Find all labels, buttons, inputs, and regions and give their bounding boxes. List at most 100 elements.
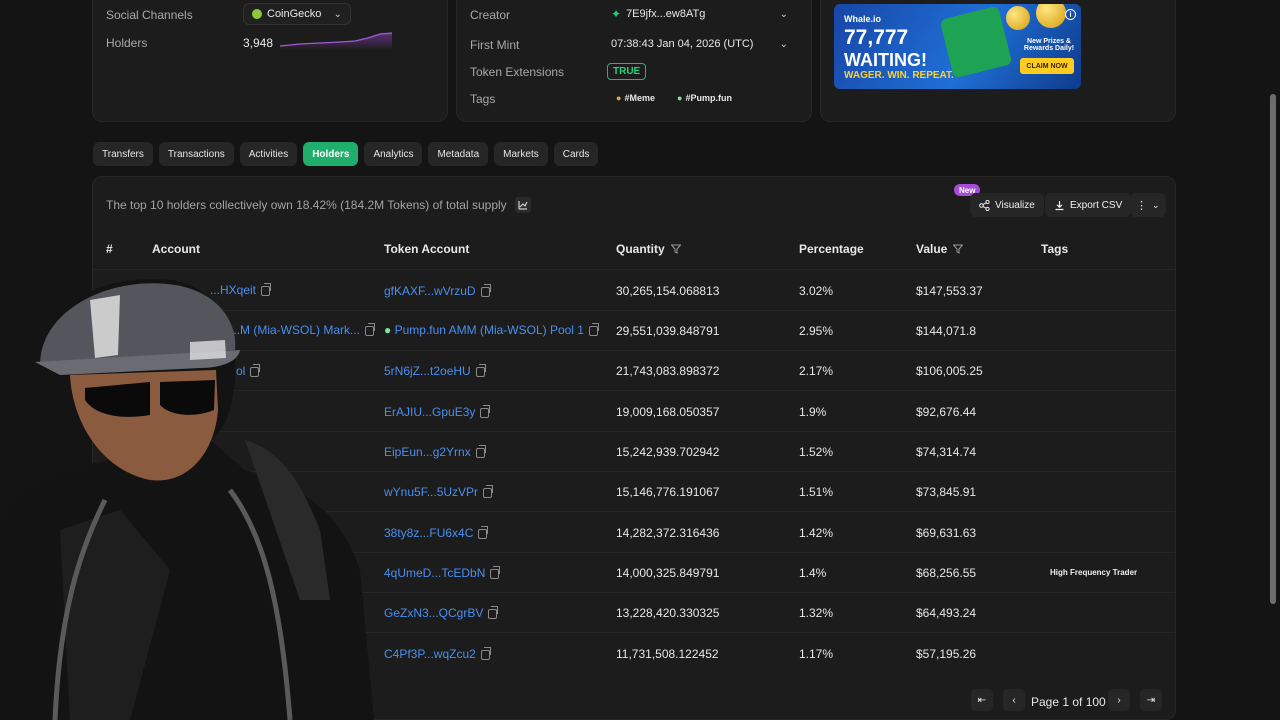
copy-icon[interactable] — [475, 444, 486, 458]
percentage-cell: 2.95% — [799, 324, 834, 338]
info-icon[interactable]: i — [1065, 9, 1076, 20]
next-page-button[interactable]: › — [1108, 689, 1130, 711]
token-account-text: 5rN6jZ...t2oeHU — [384, 364, 471, 378]
visualize-button[interactable]: Visualize — [970, 193, 1044, 217]
token-account-text: ErAJIU...GpuE3y — [384, 405, 476, 419]
tab-holders[interactable]: Holders — [303, 142, 359, 166]
tag-meme[interactable]: ● #Meme — [616, 93, 655, 103]
value-cell: $68,256.55 — [916, 566, 977, 580]
coin-graphic — [1006, 6, 1030, 30]
copy-icon[interactable] — [480, 283, 491, 297]
percentage-cell: 1.32% — [799, 606, 834, 620]
copy-icon[interactable] — [478, 525, 489, 539]
token-account-text: wYnu5F...5UzVPr — [384, 485, 479, 499]
visualize-label: Visualize — [995, 199, 1035, 211]
row-divider — [93, 471, 1176, 472]
holders-label: Holders — [106, 36, 148, 50]
account-link[interactable]: ...M (Mia-WSOL) Mark... — [230, 322, 375, 337]
holders-count: 3,948 — [243, 36, 274, 50]
percentage-cell: 1.17% — [799, 647, 834, 661]
tab-cards[interactable]: Cards — [553, 142, 599, 166]
tags-label: Tags — [470, 92, 496, 106]
col-quantity[interactable]: Quantity — [616, 242, 681, 256]
scrollbar-thumb[interactable] — [1270, 94, 1276, 604]
value-cell: $73,845.91 — [916, 485, 977, 499]
token-account-link[interactable]: 5rN6jZ...t2oeHU — [384, 363, 486, 378]
quantity-cell: 21,743,083.898372 — [616, 364, 720, 378]
tag-pumpfun[interactable]: ● #Pump.fun — [677, 93, 732, 103]
coingecko-icon — [252, 9, 262, 19]
tab-transactions[interactable]: Transactions — [158, 142, 234, 166]
prev-page-button[interactable]: ‹ — [1003, 689, 1025, 711]
copy-icon[interactable] — [250, 363, 261, 377]
high-frequency-trader-tag[interactable]: High Frequency Trader — [1050, 568, 1138, 577]
tab-activities[interactable]: Activities — [239, 142, 298, 166]
last-page-button[interactable]: ⇥ — [1140, 689, 1162, 711]
filter-icon[interactable] — [670, 244, 681, 254]
chevron-down-icon: ⌄ — [1152, 199, 1160, 210]
social-channels-select[interactable]: CoinGecko ⌄ — [243, 3, 351, 25]
token-extensions-label: Token Extensions — [470, 65, 565, 79]
copy-icon[interactable] — [588, 322, 599, 336]
col-value[interactable]: Value — [916, 242, 964, 256]
ad-banner[interactable]: Whale.io 77,777 WAITING! WAGER. WIN. REP… — [834, 4, 1081, 89]
tab-bar: Transfers Transactions Activities Holder… — [93, 142, 599, 166]
export-csv-button[interactable]: Export CSV — [1045, 193, 1132, 217]
token-account-link[interactable]: ErAJIU...GpuE3y — [384, 404, 491, 419]
creator-select[interactable]: ✦ 7E9jfx...ew8ATg ⌄ — [607, 3, 792, 25]
tab-markets[interactable]: Markets — [494, 142, 548, 166]
value-cell: $147,553.37 — [916, 284, 983, 298]
tab-metadata[interactable]: Metadata — [428, 142, 489, 166]
account-link-text: ...M (Mia-WSOL) Mark... — [230, 323, 360, 337]
ad-claim-button[interactable]: CLAIM NOW — [1020, 58, 1074, 74]
first-mint-select[interactable]: 07:38:43 Jan 04, 2026 (UTC) ⌄ — [607, 33, 792, 55]
copy-icon[interactable] — [480, 404, 491, 418]
token-account-link[interactable]: EipEun...g2Yrnx — [384, 444, 486, 459]
copy-icon[interactable] — [365, 322, 375, 336]
gift-box-graphic — [939, 5, 1013, 79]
value-cell: $69,631.63 — [916, 526, 977, 540]
token-extensions-badge[interactable]: TRUE — [607, 63, 647, 80]
quantity-cell: 29,551,039.848791 — [616, 324, 720, 338]
row-divider — [93, 592, 1176, 593]
copy-icon[interactable] — [480, 646, 491, 660]
value-cell: $57,195.26 — [916, 647, 977, 661]
chevron-down-icon: ⌄ — [333, 8, 342, 20]
account-link[interactable]: ...HXqeit — [210, 282, 272, 297]
copy-icon[interactable] — [488, 605, 499, 619]
token-account-link[interactable]: GeZxN3...QCgrBV — [384, 605, 499, 620]
tab-analytics[interactable]: Analytics — [364, 142, 423, 166]
token-account-link[interactable]: gfKAXF...wVrzuD — [384, 283, 491, 298]
token-account-link[interactable]: C4Pf3P...wqZcu2 — [384, 646, 491, 661]
token-meta-card — [456, 0, 812, 122]
percentage-cell: 1.9% — [799, 405, 827, 419]
filter-icon[interactable] — [953, 244, 964, 254]
token-account-link[interactable]: ● Pump.fun AMM (Mia-WSOL) Pool 1 — [384, 322, 599, 337]
copy-icon[interactable] — [490, 565, 501, 579]
token-account-link[interactable]: 4qUmeD...TcEDbN — [384, 565, 501, 580]
col-percentage: Percentage — [799, 242, 864, 256]
col-value-label: Value — [916, 242, 948, 256]
chart-icon[interactable] — [514, 197, 531, 213]
value-cell: $144,071.8 — [916, 324, 977, 338]
col-account: Account — [152, 242, 200, 256]
more-options-button[interactable]: ⋮ ⌄ — [1130, 193, 1166, 217]
token-account-text: Pump.fun AMM (Mia-WSOL) Pool 1 — [394, 323, 584, 337]
creator-address: 7E9jfx...ew8ATg — [626, 8, 706, 20]
token-account-link[interactable]: wYnu5F...5UzVPr — [384, 484, 494, 499]
token-account-link[interactable]: 38ty8z...FU6x4C — [384, 525, 489, 540]
tab-transfers[interactable]: Transfers — [93, 142, 153, 166]
quantity-cell: 13,228,420.330325 — [616, 606, 720, 620]
holders-sparkline — [280, 32, 392, 50]
copy-icon[interactable] — [475, 363, 486, 377]
social-channels-label: Social Channels — [106, 8, 193, 22]
first-page-button[interactable]: ⇤ — [971, 689, 993, 711]
pill-icon: ● — [677, 93, 683, 103]
copy-icon[interactable] — [483, 484, 494, 498]
row-divider — [93, 310, 1176, 311]
tag-pumpfun-label: #Pump.fun — [685, 93, 732, 103]
ad-tagline: WAGER. WIN. REPEAT. — [844, 70, 954, 81]
value-cell: $92,676.44 — [916, 405, 977, 419]
copy-icon[interactable] — [261, 282, 272, 296]
tag-meme-label: #Meme — [624, 93, 655, 103]
